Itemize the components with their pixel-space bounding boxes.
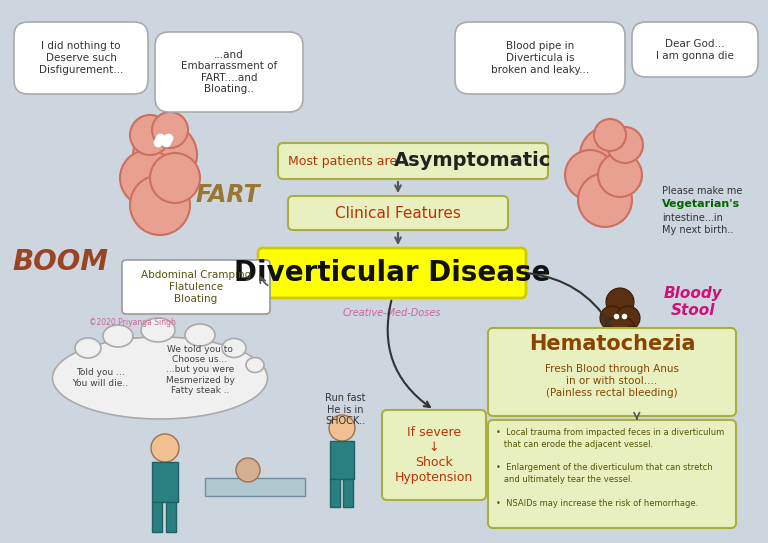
Bar [205, 478, 305, 496]
Text: I did nothing to
Deserve such
Disfigurement...: I did nothing to Deserve such Disfigurem… [39, 41, 123, 74]
Text: intestine...in: intestine...in [662, 213, 723, 223]
Circle shape [133, 123, 197, 187]
Text: Diverticular Disease: Diverticular Disease [233, 259, 550, 287]
FancyBboxPatch shape [382, 410, 486, 500]
Text: Abdominal Cramping
Flatulence
Bloating: Abdominal Cramping Flatulence Bloating [141, 270, 251, 304]
Ellipse shape [103, 325, 133, 347]
Circle shape [607, 343, 613, 349]
Text: BOOM: BOOM [12, 248, 108, 276]
Circle shape [600, 306, 624, 330]
FancyBboxPatch shape [632, 22, 758, 77]
Circle shape [616, 306, 640, 330]
Circle shape [578, 173, 632, 227]
Text: Hematochezia: Hematochezia [528, 334, 695, 354]
Circle shape [236, 458, 260, 482]
Circle shape [565, 150, 615, 200]
Text: Blood pipe in
Diverticula is
broken and leaky...: Blood pipe in Diverticula is broken and … [491, 41, 589, 74]
Text: Please make me: Please make me [662, 186, 743, 196]
Bar [343, 479, 353, 507]
Text: •  Local trauma from impacted feces in a diverticulum
   that can erode the adja: • Local trauma from impacted feces in a … [496, 428, 724, 508]
Ellipse shape [222, 338, 246, 357]
Bar [152, 462, 178, 502]
Text: Dear God...
I am gonna die: Dear God... I am gonna die [656, 39, 734, 61]
FancyBboxPatch shape [488, 328, 736, 416]
Circle shape [598, 326, 618, 346]
Circle shape [621, 353, 627, 359]
Ellipse shape [141, 318, 175, 342]
Circle shape [622, 326, 642, 346]
Text: Asymptomatic: Asymptomatic [394, 151, 551, 171]
Circle shape [151, 434, 179, 462]
Ellipse shape [185, 324, 215, 346]
Text: ©2020 Priyanga Singh: ©2020 Priyanga Singh [88, 318, 175, 327]
FancyBboxPatch shape [122, 260, 270, 314]
FancyBboxPatch shape [14, 22, 148, 94]
Circle shape [607, 127, 643, 163]
Text: Bloody
Stool: Bloody Stool [664, 286, 723, 318]
Circle shape [580, 127, 636, 183]
Bar [330, 441, 354, 479]
FancyBboxPatch shape [278, 143, 548, 179]
FancyBboxPatch shape [155, 32, 303, 112]
Circle shape [130, 115, 170, 155]
Circle shape [601, 347, 607, 353]
Circle shape [329, 415, 355, 441]
Text: Creative-Med-Doses: Creative-Med-Doses [343, 308, 442, 318]
Text: Most patients are: Most patients are [288, 155, 401, 167]
Text: Clinical Features: Clinical Features [335, 205, 461, 220]
FancyBboxPatch shape [488, 420, 736, 528]
Circle shape [598, 153, 642, 197]
Text: ...and
Embarrassment of
FART....and
Bloating..: ...and Embarrassment of FART....and Bloa… [181, 49, 277, 94]
Bar [166, 502, 176, 532]
Text: Fresh Blood through Anus
in or with stool....
(Painless rectal bleeding): Fresh Blood through Anus in or with stoo… [545, 364, 679, 397]
Bar [330, 479, 340, 507]
Ellipse shape [246, 357, 264, 372]
Circle shape [152, 112, 188, 148]
Circle shape [606, 288, 634, 316]
Text: Told you ...
You will die..: Told you ... You will die.. [72, 368, 128, 388]
FancyBboxPatch shape [288, 196, 508, 230]
FancyBboxPatch shape [455, 22, 625, 94]
Circle shape [615, 349, 621, 355]
Text: Vegetarian's: Vegetarian's [662, 199, 740, 209]
FancyBboxPatch shape [258, 248, 526, 298]
Ellipse shape [75, 338, 101, 358]
Text: My next birth..: My next birth.. [662, 225, 733, 235]
Text: FART: FART [196, 183, 260, 207]
Circle shape [604, 316, 636, 348]
Bar [152, 502, 162, 532]
Circle shape [130, 175, 190, 235]
Circle shape [120, 150, 176, 206]
Circle shape [594, 119, 626, 151]
Text: Run fast
He is in
SHOCK..: Run fast He is in SHOCK.. [325, 393, 366, 426]
Text: We told you to
Choose us...
...but you were
Mesmerized by
Fatty steak ..: We told you to Choose us... ...but you w… [166, 345, 234, 395]
Ellipse shape [52, 337, 267, 419]
Text: If severe
↓
Shock
Hypotension: If severe ↓ Shock Hypotension [395, 426, 473, 484]
Circle shape [150, 153, 200, 203]
